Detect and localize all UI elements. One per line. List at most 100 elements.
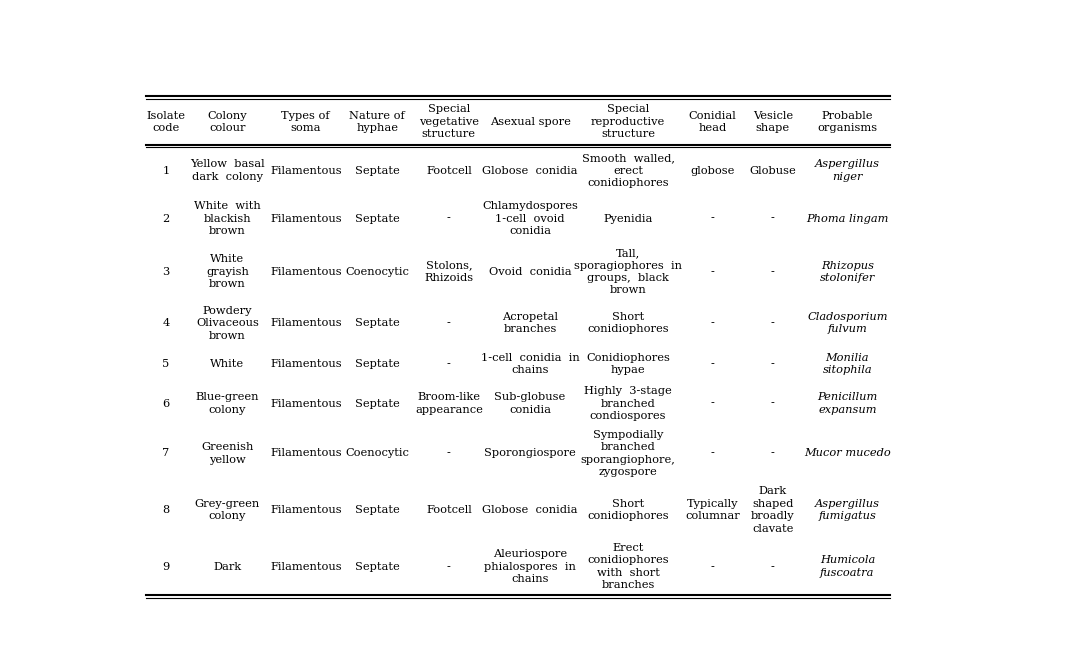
Text: -: - (447, 448, 451, 458)
Text: 4: 4 (163, 318, 169, 328)
Text: Septate: Septate (355, 359, 400, 369)
Text: 2: 2 (163, 214, 169, 224)
Text: Nature of
hyphae: Nature of hyphae (350, 111, 405, 133)
Text: Septate: Septate (355, 562, 400, 572)
Text: -: - (771, 448, 774, 458)
Text: Sporongiospore: Sporongiospore (484, 448, 576, 458)
Text: Septate: Septate (355, 399, 400, 409)
Text: Coenocytic: Coenocytic (345, 448, 409, 458)
Text: Sympodially
branched
sporangiophore,
zygospore: Sympodially branched sporangiophore, zyg… (581, 430, 675, 477)
Text: Stolons,
Rhizoids: Stolons, Rhizoids (425, 261, 473, 283)
Text: -: - (447, 214, 451, 224)
Text: Pyenidia: Pyenidia (604, 214, 653, 224)
Text: Grey-green
colony: Grey-green colony (194, 499, 261, 521)
Text: -: - (710, 562, 715, 572)
Text: Blue-green
colony: Blue-green colony (195, 392, 260, 415)
Text: Probable
organisms: Probable organisms (818, 111, 877, 133)
Text: -: - (447, 562, 451, 572)
Text: Erect
conidiophores
with  short
branches: Erect conidiophores with short branches (588, 543, 669, 591)
Text: Sub-globuse
conidia: Sub-globuse conidia (494, 392, 566, 415)
Text: -: - (710, 399, 715, 409)
Text: Footcell: Footcell (426, 505, 471, 515)
Text: Ovoid  conidia: Ovoid conidia (489, 267, 571, 277)
Text: Greenish
yellow: Greenish yellow (201, 442, 254, 464)
Text: Footcell: Footcell (426, 166, 471, 176)
Text: Special
reproductive
structure: Special reproductive structure (591, 104, 666, 139)
Text: Mucor mucedo: Mucor mucedo (804, 448, 891, 458)
Text: Chlamydospores
1-cell  ovoid
conidia: Chlamydospores 1-cell ovoid conidia (482, 201, 578, 236)
Text: Phoma lingam: Phoma lingam (806, 214, 888, 224)
Text: -: - (771, 318, 774, 328)
Text: globose: globose (690, 166, 734, 176)
Text: Dark
shaped
broadly
clavate: Dark shaped broadly clavate (752, 486, 795, 534)
Text: Types of
soma: Types of soma (281, 111, 330, 133)
Text: Conidial
head: Conidial head (689, 111, 736, 133)
Text: Filamentous: Filamentous (270, 214, 342, 224)
Text: White  with
blackish
brown: White with blackish brown (194, 201, 261, 236)
Text: Globuse: Globuse (749, 166, 796, 176)
Text: Asexual spore: Asexual spore (490, 117, 570, 127)
Text: Aspergillus
fumigatus: Aspergillus fumigatus (814, 499, 880, 521)
Text: Yellow  basal
dark  colony: Yellow basal dark colony (190, 159, 265, 182)
Text: Typically
columnar: Typically columnar (685, 499, 740, 521)
Text: Conidiophores
hypae: Conidiophores hypae (586, 353, 670, 375)
Text: Rhizopus
stolonifer: Rhizopus stolonifer (820, 261, 875, 283)
Text: Colony
colour: Colony colour (207, 111, 248, 133)
Text: Highly  3-stage
branched
condiospores: Highly 3-stage branched condiospores (584, 386, 672, 421)
Text: 3: 3 (163, 267, 169, 277)
Text: -: - (447, 318, 451, 328)
Text: Short
conidiophores: Short conidiophores (588, 312, 669, 335)
Text: Septate: Septate (355, 318, 400, 328)
Text: -: - (710, 267, 715, 277)
Text: Filamentous: Filamentous (270, 166, 342, 176)
Text: Smooth  walled,
erect
conidiophores: Smooth walled, erect conidiophores (582, 153, 674, 188)
Text: Isolate
code: Isolate code (147, 111, 186, 133)
Text: -: - (710, 214, 715, 224)
Text: Filamentous: Filamentous (270, 359, 342, 369)
Text: Filamentous: Filamentous (270, 562, 342, 572)
Text: 1-cell  conidia  in
chains: 1-cell conidia in chains (481, 353, 580, 375)
Text: Cladosporium
fulvum: Cladosporium fulvum (807, 312, 887, 335)
Text: Filamentous: Filamentous (270, 505, 342, 515)
Text: -: - (771, 267, 774, 277)
Text: Globose  conidia: Globose conidia (482, 505, 578, 515)
Text: -: - (447, 359, 451, 369)
Text: Powdery
Olivaceous
brown: Powdery Olivaceous brown (197, 306, 258, 341)
Text: -: - (771, 214, 774, 224)
Text: Special
vegetative
structure: Special vegetative structure (419, 104, 479, 139)
Text: Filamentous: Filamentous (270, 318, 342, 328)
Text: Globose  conidia: Globose conidia (482, 166, 578, 176)
Text: Septate: Septate (355, 166, 400, 176)
Text: 5: 5 (163, 359, 169, 369)
Text: 8: 8 (163, 505, 169, 515)
Text: White
grayish
brown: White grayish brown (206, 255, 249, 289)
Text: Tall,
sporagiophores  in
groups,  black
brown: Tall, sporagiophores in groups, black br… (574, 248, 682, 295)
Text: -: - (771, 562, 774, 572)
Text: -: - (710, 318, 715, 328)
Text: -: - (710, 448, 715, 458)
Text: White: White (211, 359, 244, 369)
Text: Aleuriospore
phialospores  in
chains: Aleuriospore phialospores in chains (484, 549, 576, 584)
Text: Coenocytic: Coenocytic (345, 267, 409, 277)
Text: Dark: Dark (214, 562, 241, 572)
Text: -: - (771, 399, 774, 409)
Text: 1: 1 (163, 166, 169, 176)
Text: Humicola
fuscoatra: Humicola fuscoatra (820, 556, 875, 578)
Text: Septate: Septate (355, 505, 400, 515)
Text: Filamentous: Filamentous (270, 267, 342, 277)
Text: Filamentous: Filamentous (270, 399, 342, 409)
Text: Aspergillus
niger: Aspergillus niger (814, 159, 880, 182)
Text: Filamentous: Filamentous (270, 448, 342, 458)
Text: Monilia
sitophila: Monilia sitophila (822, 353, 872, 375)
Text: Penicillum
expansum: Penicillum expansum (818, 392, 877, 415)
Text: Short
conidiophores: Short conidiophores (588, 499, 669, 521)
Text: Broom-like
appearance: Broom-like appearance (415, 392, 483, 415)
Text: 9: 9 (163, 562, 169, 572)
Text: 7: 7 (163, 448, 169, 458)
Text: -: - (771, 359, 774, 369)
Text: Acropetal
branches: Acropetal branches (502, 312, 558, 335)
Text: Vesicle
shape: Vesicle shape (753, 111, 793, 133)
Text: 6: 6 (163, 399, 169, 409)
Text: Septate: Septate (355, 214, 400, 224)
Text: -: - (710, 359, 715, 369)
